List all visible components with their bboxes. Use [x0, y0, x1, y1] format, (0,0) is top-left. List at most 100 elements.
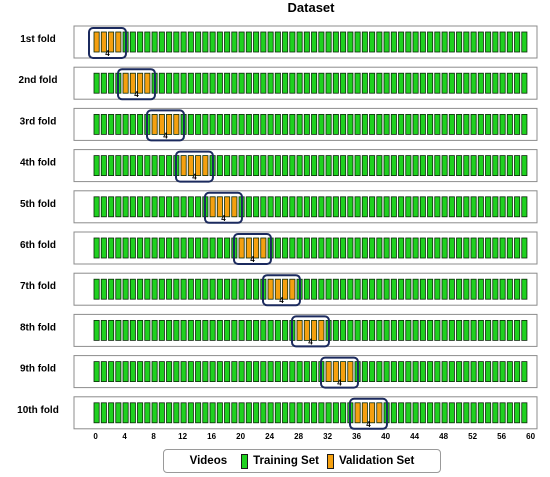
training-video-bar [492, 114, 499, 135]
training-video-bar [151, 278, 158, 300]
training-video-bar [231, 155, 238, 177]
x-tick-label: 40 [381, 432, 390, 441]
training-video-bar [521, 72, 528, 94]
training-video-bar [441, 72, 448, 94]
x-tick-label: 56 [497, 432, 506, 441]
validation-highlight-box [175, 150, 214, 183]
training-video-bar [260, 319, 267, 341]
training-video-bar [216, 278, 223, 300]
training-video-bar [412, 72, 419, 94]
training-video-bar [376, 196, 383, 218]
training-video-bar [405, 72, 412, 94]
fold-label: 6th fold [20, 240, 56, 251]
training-video-bar [115, 237, 122, 259]
training-video-bar [187, 31, 194, 53]
training-video-bar [108, 237, 115, 259]
training-video-bar [361, 278, 368, 300]
training-video-bar [93, 196, 100, 218]
validation-video-bar [238, 237, 245, 259]
training-video-bar [260, 155, 267, 177]
x-tick-label: 24 [265, 432, 274, 441]
training-video-bar [296, 237, 303, 259]
training-video-bar [209, 72, 216, 94]
training-video-bar [108, 114, 115, 135]
diagram-title: Dataset [288, 0, 336, 15]
training-video-bar [456, 31, 463, 53]
training-video-bar [361, 237, 368, 259]
training-video-bar [361, 72, 368, 94]
training-video-bar [253, 196, 260, 218]
training-video-bar [137, 237, 144, 259]
validation-count-label: 4 [366, 420, 371, 429]
training-video-bar [340, 237, 347, 259]
training-video-bar [245, 155, 252, 177]
training-video-bar [267, 196, 274, 218]
validation-count-label: 4 [134, 90, 139, 99]
training-video-bar [448, 237, 455, 259]
training-video-bar [296, 72, 303, 94]
training-video-bar [195, 278, 202, 300]
training-video-bar [376, 319, 383, 341]
training-video-bar [514, 155, 521, 177]
training-video-bar [485, 402, 492, 424]
x-tick-label: 52 [468, 432, 477, 441]
training-video-bar [151, 196, 158, 218]
training-video-bar [499, 31, 506, 53]
training-video-bar [173, 237, 180, 259]
training-video-bar [412, 237, 419, 259]
training-video-bar [456, 237, 463, 259]
training-video-bar [245, 196, 252, 218]
training-video-bar [209, 319, 216, 341]
training-video-bar [419, 237, 426, 259]
training-video-bar [485, 361, 492, 383]
training-video-bar [245, 361, 252, 383]
training-video-bar [93, 114, 100, 135]
training-video-bar [238, 31, 245, 53]
fold-row: 5th fold 4 [20, 190, 538, 224]
training-video-bar [456, 155, 463, 177]
validation-video-bar [216, 196, 223, 218]
training-video-bar [506, 319, 513, 341]
training-video-bar [390, 72, 397, 94]
training-video-bar [115, 402, 122, 424]
training-video-bar [129, 402, 136, 424]
training-video-bar [477, 361, 484, 383]
validation-video-bar [122, 72, 129, 94]
training-video-bar [260, 196, 267, 218]
fold-row: 4th fold 4 [20, 149, 538, 183]
training-video-bar [456, 196, 463, 218]
training-video-bar [354, 72, 361, 94]
training-video-bar [137, 402, 144, 424]
training-video-bar [180, 31, 187, 53]
training-video-bar [122, 361, 129, 383]
training-video-bar [216, 31, 223, 53]
validation-video-bar [361, 402, 368, 424]
validation-video-bar [100, 31, 107, 53]
training-video-bar [325, 72, 332, 94]
training-video-bar [412, 31, 419, 53]
validation-video-bar [340, 361, 347, 383]
training-video-bar [441, 278, 448, 300]
training-video-bar [93, 155, 100, 177]
training-video-bar [325, 196, 332, 218]
training-video-bar [245, 72, 252, 94]
training-video-bar [354, 196, 361, 218]
training-video-bar [427, 155, 434, 177]
training-video-bar [441, 196, 448, 218]
training-video-bar [499, 114, 506, 135]
training-video-bar [195, 196, 202, 218]
training-video-bar [224, 278, 231, 300]
training-video-bar [151, 155, 158, 177]
training-video-bar [311, 31, 318, 53]
training-video-bar [456, 114, 463, 135]
validation-video-bar [166, 114, 173, 135]
fold-label: 4th fold [20, 158, 56, 169]
training-video-bar [303, 31, 310, 53]
training-video-bar [289, 402, 296, 424]
training-video-bar [398, 31, 405, 53]
training-video-bar [296, 114, 303, 135]
training-video-bar [318, 155, 325, 177]
training-video-bar [173, 402, 180, 424]
training-video-bar [202, 361, 209, 383]
